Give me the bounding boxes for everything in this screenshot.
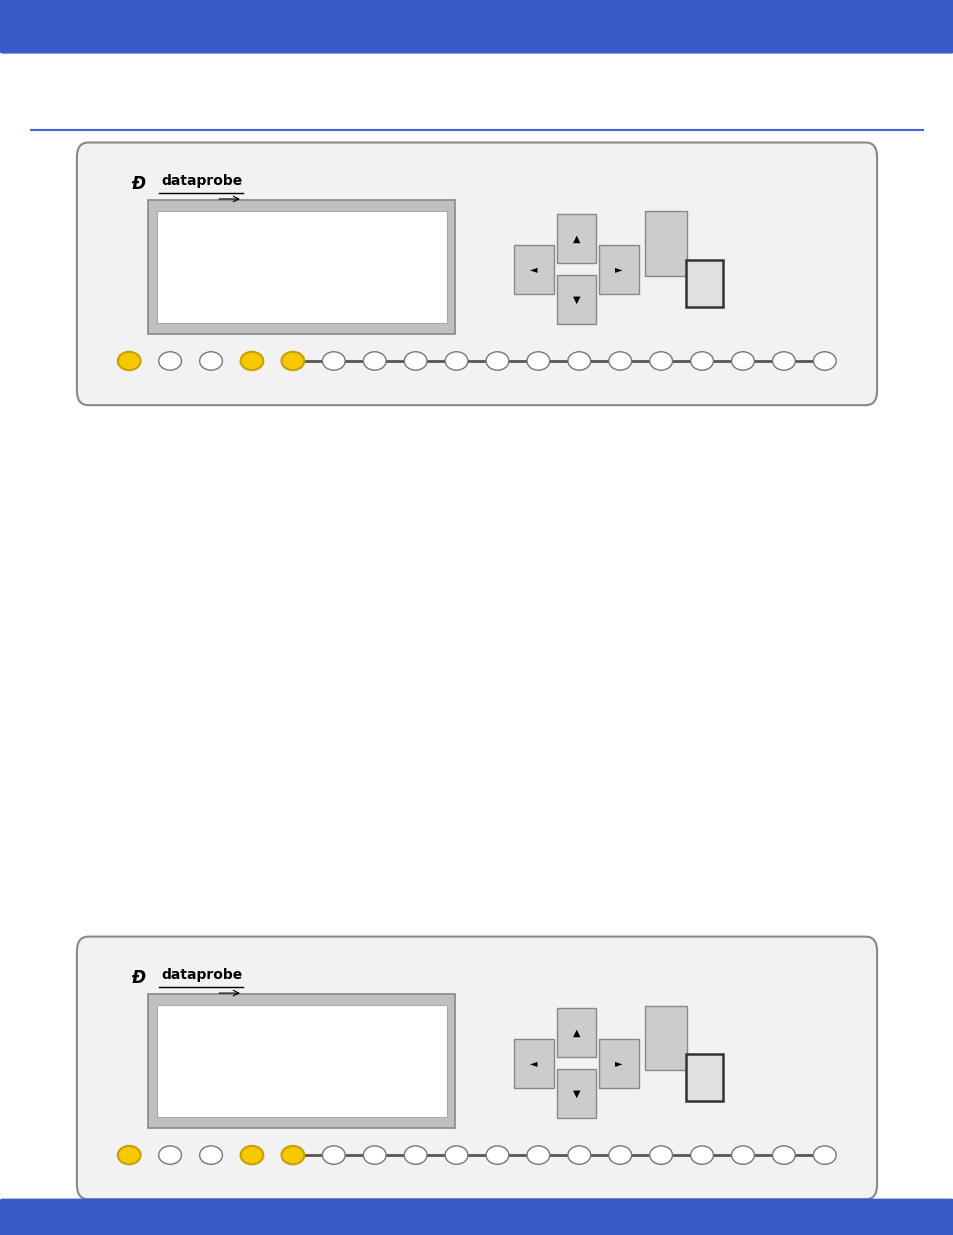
Ellipse shape <box>199 352 222 370</box>
Text: Đ: Đ <box>131 969 145 987</box>
FancyBboxPatch shape <box>77 142 876 405</box>
Ellipse shape <box>158 352 181 370</box>
FancyBboxPatch shape <box>0 1199 953 1235</box>
Ellipse shape <box>690 1146 713 1165</box>
Ellipse shape <box>199 1146 222 1165</box>
FancyBboxPatch shape <box>77 936 876 1199</box>
Text: ◄: ◄ <box>530 1058 537 1068</box>
Ellipse shape <box>240 352 263 370</box>
Text: dataprobe: dataprobe <box>161 174 242 188</box>
Ellipse shape <box>731 1146 754 1165</box>
FancyBboxPatch shape <box>156 211 446 322</box>
Text: ►: ► <box>615 1058 622 1068</box>
Text: Đ: Đ <box>131 175 145 193</box>
FancyBboxPatch shape <box>514 1039 554 1088</box>
Ellipse shape <box>690 352 713 370</box>
Ellipse shape <box>813 352 835 370</box>
Ellipse shape <box>322 1146 345 1165</box>
Ellipse shape <box>118 352 140 370</box>
FancyBboxPatch shape <box>556 1070 596 1119</box>
Ellipse shape <box>281 352 304 370</box>
FancyBboxPatch shape <box>644 211 686 277</box>
FancyBboxPatch shape <box>685 1055 721 1102</box>
Ellipse shape <box>608 352 631 370</box>
FancyBboxPatch shape <box>148 994 455 1128</box>
Ellipse shape <box>363 1146 386 1165</box>
Text: ◄: ◄ <box>530 264 537 274</box>
Ellipse shape <box>445 352 467 370</box>
Ellipse shape <box>731 352 754 370</box>
FancyBboxPatch shape <box>514 245 554 294</box>
FancyBboxPatch shape <box>556 214 596 263</box>
Text: ▲: ▲ <box>572 1028 579 1037</box>
FancyBboxPatch shape <box>598 245 639 294</box>
Ellipse shape <box>772 352 795 370</box>
FancyBboxPatch shape <box>556 275 596 325</box>
Ellipse shape <box>526 1146 549 1165</box>
FancyBboxPatch shape <box>644 1005 686 1071</box>
Ellipse shape <box>240 1146 263 1165</box>
Ellipse shape <box>649 352 672 370</box>
Ellipse shape <box>486 1146 508 1165</box>
Text: ►: ► <box>615 264 622 274</box>
Ellipse shape <box>363 352 386 370</box>
Ellipse shape <box>567 1146 590 1165</box>
Ellipse shape <box>772 1146 795 1165</box>
Ellipse shape <box>404 352 427 370</box>
Ellipse shape <box>281 1146 304 1165</box>
Ellipse shape <box>649 1146 672 1165</box>
Ellipse shape <box>813 1146 835 1165</box>
Text: ▼: ▼ <box>572 1089 579 1099</box>
Ellipse shape <box>445 1146 467 1165</box>
Ellipse shape <box>404 1146 427 1165</box>
Text: ▲: ▲ <box>572 233 579 243</box>
FancyBboxPatch shape <box>0 0 953 53</box>
Text: ▼: ▼ <box>572 295 579 305</box>
Ellipse shape <box>608 1146 631 1165</box>
Ellipse shape <box>526 352 549 370</box>
Ellipse shape <box>322 352 345 370</box>
Text: dataprobe: dataprobe <box>161 968 242 982</box>
FancyBboxPatch shape <box>556 1008 596 1057</box>
Ellipse shape <box>486 352 508 370</box>
FancyBboxPatch shape <box>685 261 721 308</box>
Ellipse shape <box>567 352 590 370</box>
Ellipse shape <box>118 1146 140 1165</box>
FancyBboxPatch shape <box>148 200 455 333</box>
Ellipse shape <box>158 1146 181 1165</box>
FancyBboxPatch shape <box>156 1005 446 1116</box>
FancyBboxPatch shape <box>598 1039 639 1088</box>
